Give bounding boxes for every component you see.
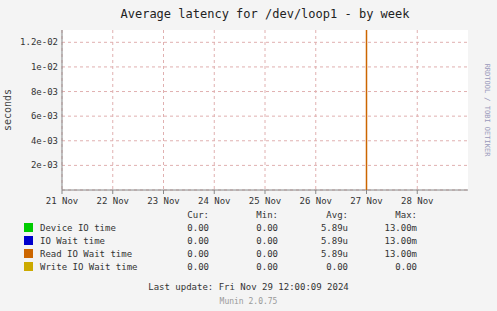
y-tick-label: 8e-03 <box>31 87 58 97</box>
table-cell: 0.00 <box>187 236 209 246</box>
marks <box>366 30 368 190</box>
y-tick-label: 1e-02 <box>31 62 58 72</box>
y-tick-label: 6e-03 <box>31 111 58 121</box>
table-cell: 0.00 <box>326 262 348 272</box>
table-cell: 0.00 <box>256 236 278 246</box>
x-tick-label: 21 Nov <box>46 196 79 206</box>
table-cell: 13.00m <box>384 223 417 233</box>
table-cell: 5.89u <box>321 249 348 259</box>
chart: Average latency for /dev/loop1 - by week… <box>0 0 497 311</box>
footer: Last update: Fri Nov 29 12:00:09 2024 <box>148 282 348 292</box>
grid-line <box>112 30 113 190</box>
legend-label: Write IO Wait time <box>40 262 138 272</box>
x-tick <box>112 190 113 194</box>
plot-area <box>62 30 468 190</box>
y-axis-label: seconds <box>2 89 13 131</box>
x-tick-label: 22 Nov <box>96 196 129 206</box>
x-tick <box>62 190 63 194</box>
x-axis <box>62 190 468 191</box>
grid-line <box>163 30 164 190</box>
footer-version: Munin 2.0.75 <box>220 297 278 306</box>
x-tick-label: 27 Nov <box>350 196 383 206</box>
legend-swatch <box>24 249 33 258</box>
y-tick-label: 1.2e-02 <box>20 37 58 47</box>
x-tick-label: 24 Nov <box>198 196 231 206</box>
table-cell: 5.89u <box>321 236 348 246</box>
table-cell: 0.00 <box>256 223 278 233</box>
legend-swatch <box>24 262 33 271</box>
y-tick-label: 4e-03 <box>31 136 58 146</box>
grid-line <box>62 190 468 191</box>
x-tick <box>366 190 367 194</box>
grid-line <box>417 30 418 190</box>
table-cell: 0.00 <box>187 223 209 233</box>
grid-line <box>62 165 468 166</box>
x-tick-label: 23 Nov <box>147 196 180 206</box>
table-cell: 0.00 <box>187 262 209 272</box>
table-cell: 13.00m <box>384 236 417 246</box>
table-header: Min: <box>256 210 278 220</box>
legend-label: Read IO Wait time <box>40 249 132 259</box>
legend-swatch <box>24 223 33 232</box>
table-header: Max: <box>395 210 417 220</box>
x-tick-label: 25 Nov <box>249 196 282 206</box>
x-tick-label: 28 Nov <box>401 196 434 206</box>
table-cell: 0.00 <box>256 262 278 272</box>
y-tick-label: 2e-03 <box>31 160 58 170</box>
grid-line <box>214 30 215 190</box>
x-tick <box>214 190 215 194</box>
side-note: RRDTOOL / TOBI OETIKER <box>483 64 491 158</box>
x-tick <box>265 190 266 194</box>
table-cell: 0.00 <box>395 262 417 272</box>
x-tick <box>163 190 164 194</box>
table-header: Cur: <box>187 210 209 220</box>
legend-swatch <box>24 236 33 245</box>
title: Average latency for /dev/loop1 - by week <box>121 7 411 21</box>
table-header: Avg: <box>326 210 348 220</box>
table-cell: 0.00 <box>187 249 209 259</box>
x-tick <box>417 190 418 194</box>
grid-line <box>265 30 266 190</box>
x-tick <box>315 190 316 194</box>
x-tick-label: 26 Nov <box>299 196 332 206</box>
y-axis <box>62 30 63 190</box>
legend-label: IO Wait time <box>40 236 105 246</box>
background <box>0 0 497 311</box>
table-cell: 5.89u <box>321 223 348 233</box>
grid-line <box>315 30 316 190</box>
table-cell: 13.00m <box>384 249 417 259</box>
grid-line <box>366 30 367 190</box>
grid-line <box>62 30 63 190</box>
spike <box>366 30 368 190</box>
legend-label: Device IO time <box>40 223 116 233</box>
table-cell: 0.00 <box>256 249 278 259</box>
